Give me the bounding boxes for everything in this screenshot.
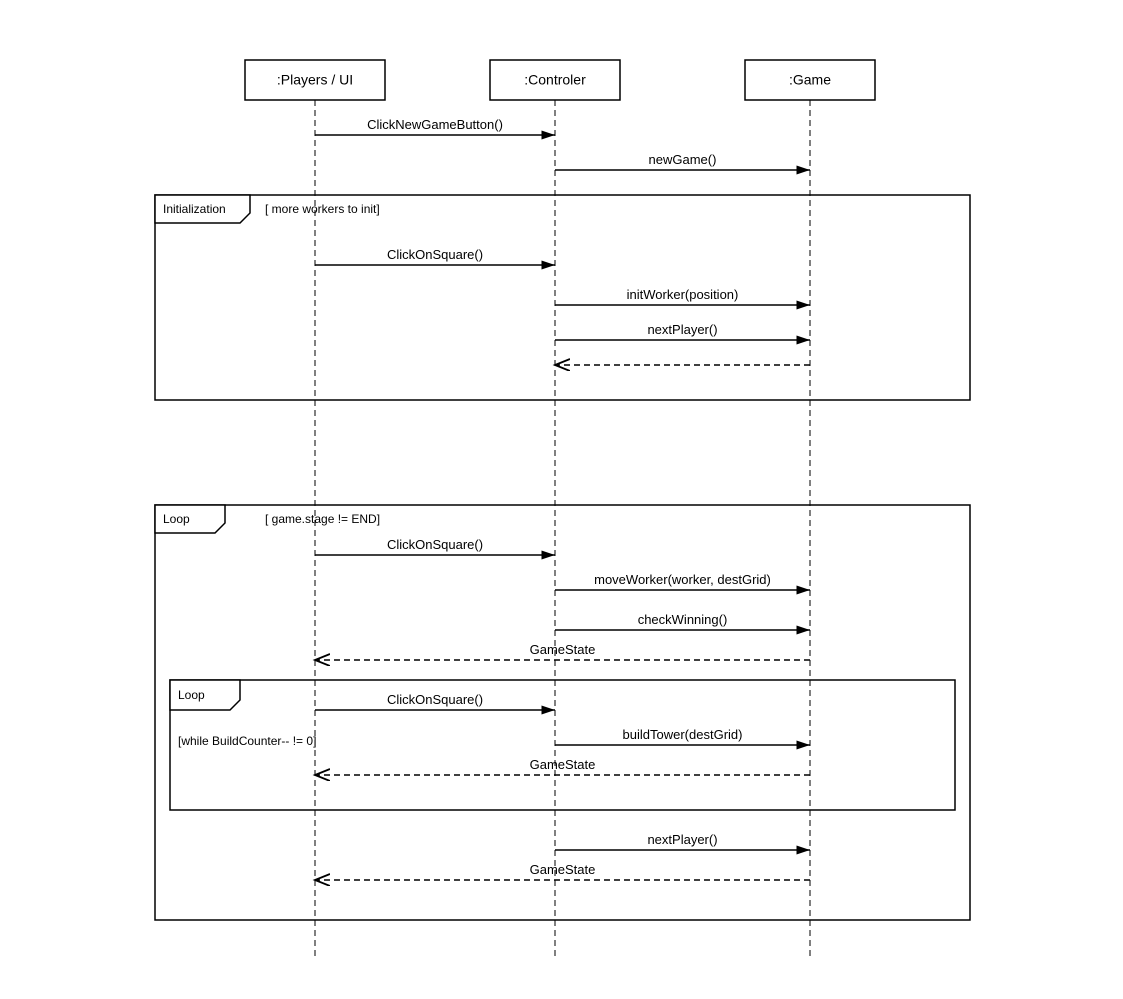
frame-guard-1: [ game.stage != END] (265, 512, 380, 526)
participant-label-game: :Game (789, 72, 831, 88)
participants-layer: :Players / UI :Controler :Game (245, 60, 875, 100)
message-label-7: moveWorker(worker, destGrid) (594, 572, 771, 587)
message-label-2: ClickOnSquare() (387, 247, 483, 262)
message-label-3: initWorker(position) (627, 287, 739, 302)
frame-guard-0: [ more workers to init] (265, 202, 380, 216)
message-label-13: nextPlayer() (647, 832, 717, 847)
message-label-8: checkWinning() (638, 612, 728, 627)
message-label-11: buildTower(destGrid) (623, 727, 743, 742)
frames-layer: Initialization [ more workers to init] Loo… (155, 195, 970, 920)
message-label-9: GameState (530, 642, 596, 657)
frame-box-0 (155, 195, 970, 400)
participant-label-ctl: :Controler (524, 72, 586, 88)
message-label-6: ClickOnSquare() (387, 537, 483, 552)
participant-label-ui: :Players / UI (277, 72, 353, 88)
message-label-14: GameState (530, 862, 596, 877)
message-label-10: ClickOnSquare() (387, 692, 483, 707)
messages-layer: ClickNewGameButton() newGame() ClickOnSqua… (315, 117, 810, 880)
frame-label-1: Loop (163, 512, 190, 526)
message-label-4: nextPlayer() (647, 322, 717, 337)
lifelines-layer (315, 100, 810, 960)
frame-guard-2: [while BuildCounter-- != 0] (178, 734, 316, 748)
message-label-0: ClickNewGameButton() (367, 117, 503, 132)
frame-box-1 (155, 505, 970, 920)
message-label-1: newGame() (649, 152, 717, 167)
sequence-diagram: Initialization [ more workers to init] Loo… (0, 0, 1123, 999)
message-label-12: GameState (530, 757, 596, 772)
frame-label-2: Loop (178, 688, 205, 702)
frame-label-0: Initialization (163, 202, 226, 216)
